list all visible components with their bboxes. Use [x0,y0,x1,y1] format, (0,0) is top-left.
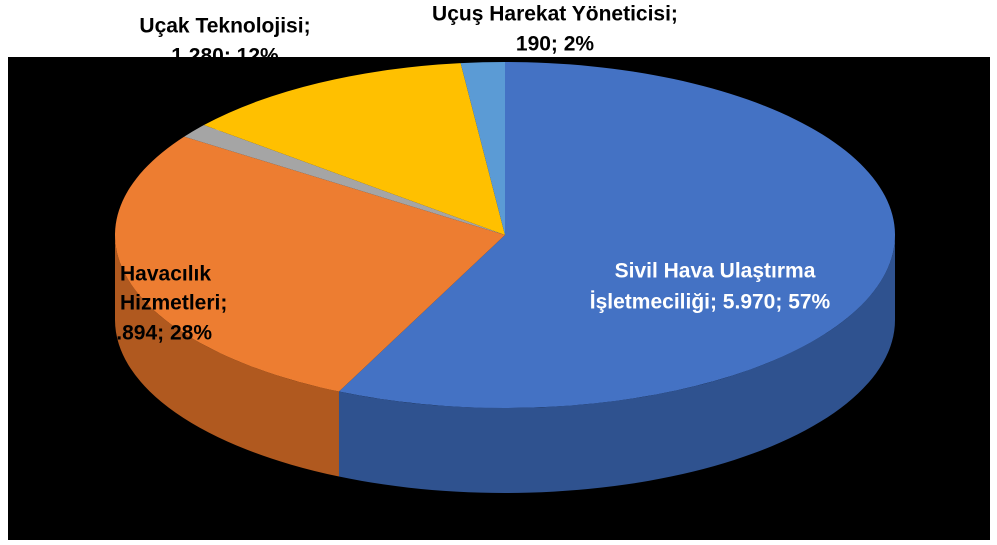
data-label: Hizmetleri; [120,292,227,315]
slice-side [338,235,895,493]
data-label: Sivil Hava Ulaştırma [615,260,816,283]
data-label: Uçuş Harekat Yöneticisi; [432,3,678,26]
data-label: 2.894; 28% [105,322,213,345]
data-label: 190; 2% [516,33,595,56]
data-label: Havacılık [120,263,211,286]
data-label: İşletmeciliği; 5.970; 57% [590,291,831,314]
slice [184,125,506,235]
slice [460,62,505,235]
slice [115,136,506,392]
slice [203,63,506,236]
data-label: Uçak Teknolojisi; [139,15,310,38]
slice-side [115,235,339,477]
slice [338,62,896,408]
data-label: 1.280; 12% [171,45,279,68]
